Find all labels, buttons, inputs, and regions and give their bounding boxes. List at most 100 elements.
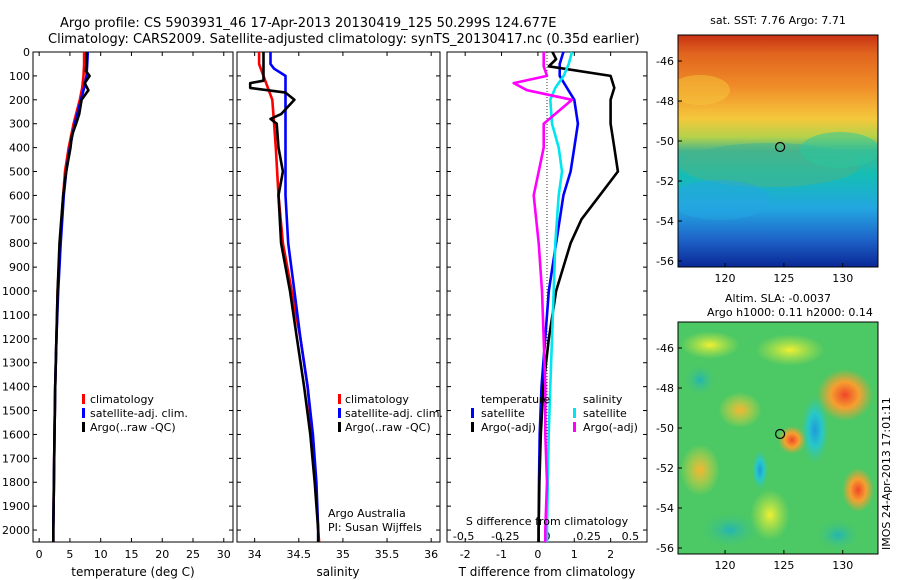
watermark: IMOS 24-Apr-2013 17:01:11: [880, 397, 893, 550]
map-y-tick-label: -50: [656, 422, 674, 435]
map-x-tick-label: 130: [832, 559, 853, 572]
series-line: [269, 52, 320, 542]
depth-tick-label: 1800: [2, 476, 30, 489]
x-tick-label: 25: [186, 548, 200, 561]
temperature-panel-frame: [32, 51, 234, 543]
x-tick-label: 5: [66, 548, 73, 561]
series-line: [545, 51, 574, 542]
x-tick-label: -2: [460, 548, 471, 561]
map-y-tick-label: -52: [656, 175, 674, 188]
x-tick-label: 34.5: [287, 548, 312, 561]
sla-map-frame: [677, 321, 879, 555]
credit-line-2: PI: Susan Wijffels: [328, 521, 422, 534]
legend-label-climatology: climatology: [345, 393, 409, 406]
legend-title-temperature: temperature: [481, 393, 550, 406]
legend-swatch-t-argo: [471, 422, 474, 432]
x2-tick-label: 0.5: [622, 530, 640, 543]
sla-map-title: Altim. SLA: -0.0037: [725, 292, 831, 305]
map-x-tick-label: 120: [715, 272, 736, 285]
depth-tick-label: 1500: [2, 405, 30, 418]
salinity-xlabel: salinity: [316, 565, 359, 579]
depth-tick-label: 100: [9, 70, 30, 83]
series-line: [248, 52, 320, 542]
x2-tick-label: -0.25: [491, 530, 519, 543]
sla-argo-position-marker: [774, 428, 786, 440]
x-tick-label: 15: [124, 548, 138, 561]
s-difference-label: S difference from climatology: [466, 515, 629, 528]
map-x-tick-label: 125: [773, 272, 794, 285]
depth-tick-label: 800: [9, 237, 30, 250]
difference-plot: -2 -1 0 1 2-0.5 -0.25 0 0.25 0.5: [453, 51, 640, 561]
credit-line-1: Argo Australia: [328, 507, 406, 520]
depth-tick-label: 1600: [2, 428, 30, 441]
legend-label-s-satellite: satellite: [583, 407, 627, 420]
sst-map-frame: [677, 34, 879, 268]
legend-swatch-argo: [82, 422, 85, 432]
depth-tick-label: 700: [9, 213, 30, 226]
depth-tick-label: 1900: [2, 500, 30, 513]
sst-map-axes: 120 125 130 -46 -48 -50 -52 -54 -56: [656, 55, 853, 285]
depth-tick-label: 400: [9, 142, 30, 155]
temperature-legend: climatology satellite-adj. clim. Argo(..…: [82, 393, 188, 434]
legend-swatch-satellite: [338, 408, 341, 418]
depth-tick-label: 600: [9, 189, 30, 202]
map-y-tick-label: -50: [656, 135, 674, 148]
temperature-plot: 0 5 10 15 20 25 30: [36, 51, 231, 561]
legend-swatch-s-argo: [573, 422, 576, 432]
x-tick-label: 20: [155, 548, 169, 561]
depth-tick-label: 500: [9, 166, 30, 179]
sla-map-subtitle: Argo h1000: 0.11 h2000: 0.14: [707, 306, 873, 319]
series-line: [257, 52, 321, 543]
series-line: [512, 52, 574, 542]
depth-tick-label: 300: [9, 118, 30, 131]
map-y-tick-label: -48: [656, 95, 674, 108]
x-tick-label: 30: [217, 548, 231, 561]
depth-tick-label: 1200: [2, 333, 30, 346]
sst-map-image: [678, 35, 878, 267]
series-line: [537, 51, 620, 542]
x-tick-label: 34: [248, 548, 262, 561]
x2-tick-label: 0.25: [576, 530, 601, 543]
legend-label-s-argo: Argo(-adj): [583, 421, 638, 434]
depth-tick-label: 1300: [2, 357, 30, 370]
x-tick-label: 0: [36, 548, 43, 561]
sla-map-axes: 120 125 130 -46 -48 -50 -52 -54 -56: [656, 342, 853, 572]
temperature-xlabel: temperature (deg C): [71, 565, 194, 579]
depth-tick-label: 1100: [2, 309, 30, 322]
sla-map-image: [678, 322, 878, 554]
depth-tick-label: 0: [23, 46, 30, 59]
salinity-panel-frame: [236, 51, 441, 543]
t-difference-xlabel: T difference from climatology: [458, 565, 636, 579]
legend-swatch-argo: [338, 422, 341, 432]
legend-label-satellite: satellite-adj. clim.: [90, 407, 188, 420]
legend-swatch-s-satellite: [573, 408, 576, 418]
legend-label-climatology: climatology: [90, 393, 154, 406]
x-tick-label: 0: [534, 548, 541, 561]
legend-swatch-climatology: [338, 394, 341, 404]
series-line: [51, 52, 91, 542]
legend-label-argo: Argo(..raw -QC): [345, 421, 431, 434]
header-line-1: Argo profile: CS 5903931_46 17-Apr-2013 …: [60, 16, 556, 31]
legend-title-salinity: salinity: [583, 393, 623, 406]
legend-label-argo: Argo(..raw -QC): [90, 421, 176, 434]
map-y-tick-label: -46: [656, 55, 674, 68]
sst-map-title: sat. SST: 7.76 Argo: 7.71: [710, 14, 846, 27]
depth-tick-label: 2000: [2, 524, 30, 537]
map-y-tick-label: -54: [656, 215, 674, 228]
legend-label-satellite: satellite-adj. clim.: [345, 407, 443, 420]
x-tick-label: 10: [94, 548, 108, 561]
salinity-legend: climatology satellite-adj. clim. Argo(..…: [338, 393, 443, 434]
legend-swatch-satellite: [82, 408, 85, 418]
map-x-tick-label: 125: [773, 559, 794, 572]
x-tick-label: 2: [607, 548, 614, 561]
salinity-plot: 34 34.5 35 35.5 36: [248, 52, 438, 561]
map-y-tick-label: -54: [656, 502, 674, 515]
x-tick-label: 35.5: [375, 548, 400, 561]
depth-tick-label: 1400: [2, 381, 30, 394]
legend-swatch-t-satellite: [471, 408, 474, 418]
depth-tick-label: 200: [9, 94, 30, 107]
legend-swatch-climatology: [82, 394, 85, 404]
x-tick-label: -1: [496, 548, 507, 561]
depth-tick-label: 1700: [2, 452, 30, 465]
